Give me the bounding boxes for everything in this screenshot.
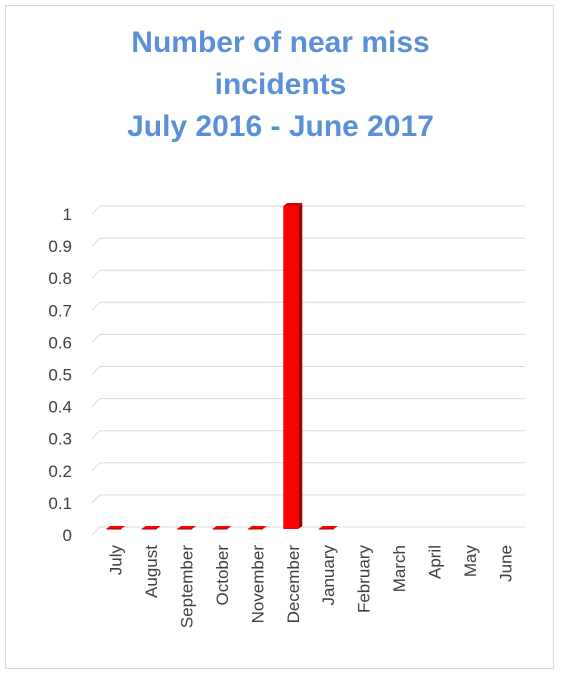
bar-top <box>212 526 232 529</box>
y-tick-label: 0.9 <box>48 237 72 256</box>
y-tick-label: 0.6 <box>48 333 72 352</box>
gridline-depth <box>91 430 101 440</box>
y-tick-label: 0.3 <box>48 430 72 449</box>
x-tick-label: April <box>425 545 444 579</box>
bar-top <box>318 526 338 529</box>
x-tick-label: September <box>178 545 197 628</box>
x-tick-label: February <box>355 545 374 614</box>
chart-title-line-1: Number of near miss <box>131 26 430 59</box>
bar-top <box>283 203 303 206</box>
y-tick-label: 0.5 <box>48 366 72 385</box>
bar-top <box>106 526 126 529</box>
bar-top <box>247 526 267 529</box>
gridline-depth <box>91 494 101 504</box>
chart-title-line-3: July 2016 - June 2017 <box>127 110 434 143</box>
x-tick-label: January <box>319 545 338 606</box>
y-tick-label: 0.4 <box>48 398 72 417</box>
bar-side <box>298 203 303 529</box>
x-tick-label: October <box>213 545 232 606</box>
gridline-depth <box>91 526 101 536</box>
bar-top <box>177 526 197 529</box>
y-tick-label: 1 <box>63 205 72 224</box>
y-tick-label: 0.7 <box>48 301 72 320</box>
bar <box>247 526 267 530</box>
chart-title-line-2: incidents <box>214 68 347 101</box>
x-tick-label: May <box>461 545 480 578</box>
y-tick-label: 0 <box>63 526 72 545</box>
x-tick-label: December <box>284 545 303 624</box>
chart-area <box>5 5 554 669</box>
gridline-depth <box>91 334 101 343</box>
gridline-depth <box>91 398 101 407</box>
bar <box>141 526 161 530</box>
bar <box>318 526 338 530</box>
gridline-depth <box>91 269 101 279</box>
bar <box>212 526 232 530</box>
gridline-depth <box>91 237 101 247</box>
gridline-depth <box>91 205 101 215</box>
bar <box>177 526 197 530</box>
bar <box>106 526 126 530</box>
x-tick-label: March <box>390 545 409 592</box>
gridline-depth <box>91 366 101 375</box>
gridline-depth <box>91 301 101 311</box>
x-tick-label: August <box>142 545 161 598</box>
y-tick-label: 0.2 <box>48 462 72 481</box>
y-tick-label: 0.1 <box>48 494 72 513</box>
bar <box>283 203 303 529</box>
bar-top <box>141 526 161 529</box>
y-tick-label: 0.8 <box>48 269 72 288</box>
x-tick-label: July <box>107 545 126 576</box>
gridline-depth <box>91 462 101 472</box>
x-tick-label: November <box>248 545 267 624</box>
bar-front <box>283 206 299 529</box>
chart-title: Number of near miss incidents July 2016 … <box>0 22 561 148</box>
x-tick-label: June <box>496 545 515 582</box>
